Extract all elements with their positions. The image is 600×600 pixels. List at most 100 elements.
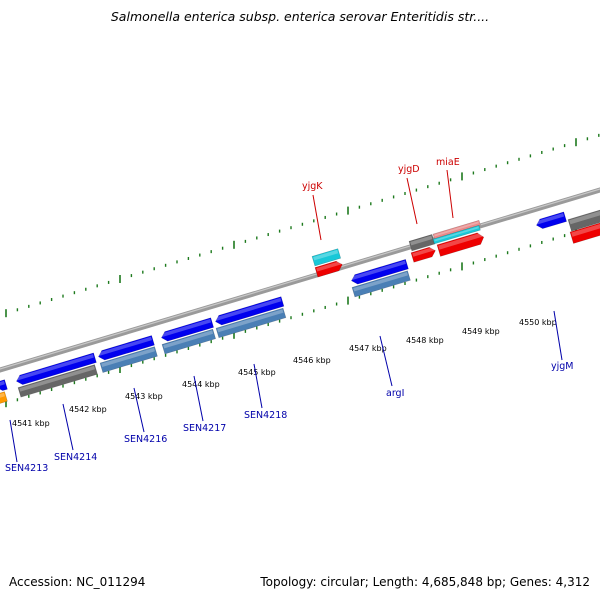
scale-label: 4548 kbp (406, 336, 444, 345)
gene-argi-arrow-shape (351, 259, 409, 285)
cds-miae-top-shape (432, 219, 481, 240)
cds-sen4214-shape (17, 364, 98, 398)
gene-sen4213-arrow-shine (0, 380, 5, 387)
cds-sen4218-shine (217, 309, 284, 333)
cds-argi (351, 270, 411, 298)
gene-label-sen4214: SEN4214 (54, 452, 97, 463)
cds-sen4216-shape (99, 346, 158, 373)
gene-sen4218-arrow-shine (215, 297, 282, 321)
cds-yjgd-shine (410, 235, 433, 246)
scale-label: 4544 kbp (182, 380, 220, 389)
scale-label: 4541 kbp (12, 419, 50, 428)
map-title: Salmonella enterica subsp. enterica sero… (110, 9, 490, 24)
cds-argi-shine (353, 271, 408, 292)
cds-sen4217-shine (163, 330, 214, 349)
cds-right-edge (567, 207, 600, 232)
cds-sen4214-shine (19, 365, 95, 392)
cds-sen4213-shine (0, 392, 5, 399)
backbone-line (0, 187, 600, 373)
gene-miae-arrow (436, 232, 485, 257)
cds-miae-bottom-shape (432, 224, 481, 245)
gene-yjgm-arrow (536, 211, 567, 229)
cds-sen4217 (161, 328, 216, 355)
gene-sen4213-arrow (0, 379, 8, 391)
gene-sen4218-arrow-shape (215, 296, 285, 326)
leader-line (9, 419, 18, 463)
cds-yjgk-shine (313, 249, 339, 261)
gene-sen4214-arrow-shape (16, 352, 97, 385)
cds-sen4218 (215, 307, 287, 339)
leader-line (553, 310, 563, 361)
gene-sen4214-arrow-shine (16, 354, 94, 381)
gene-sen4218-arrow (215, 296, 285, 326)
scale-labels: 4541 kbp 4542 kbp 4543 kbp 4544 kbp 4545 kbp… (12, 318, 557, 428)
cds-sen4213 (0, 391, 8, 405)
cds-miae-top (432, 219, 481, 240)
gene-sen4213-arrow-shape (0, 379, 8, 391)
cds-miae-bottom (432, 224, 481, 245)
gene-sen4216-arrow-shine (98, 336, 152, 356)
gene-label-yjgm: yjgM (551, 361, 574, 372)
cds-sen4213-shape (0, 391, 8, 405)
cds-sen4218-shape (215, 307, 287, 339)
gene-yjgd-arrow-shape (410, 246, 436, 263)
cds-argi-shape (351, 270, 411, 298)
gene-labels: yjgK yjgD miaE SEN4213 SEN4214 SEN4216 SEN4217… (5, 157, 574, 474)
cds-yjgd-shape (408, 234, 436, 252)
cds-miae-bottom-shine (434, 226, 479, 242)
cds-right-edge-shine (569, 209, 600, 225)
cds-yjgk-shape (311, 248, 342, 267)
gene-right-edge-arrow (569, 221, 600, 244)
scale-label: 4546 kbp (293, 356, 331, 365)
leader-line (193, 375, 204, 422)
cds-sen4216 (99, 346, 158, 373)
scale-label: 4549 kbp (462, 327, 500, 336)
leader-line (312, 194, 322, 241)
leader-line (446, 169, 454, 219)
gene-sen4217-arrow-shine (161, 319, 212, 338)
gene-yjgk-arrow-shape (314, 260, 343, 278)
scale-label: 4550 kbp (519, 318, 557, 327)
gene-label-sen4217: SEN4217 (183, 423, 226, 434)
scale-label: 4542 kbp (69, 405, 107, 414)
gene-label-sen4218: SEN4218 (244, 410, 287, 421)
cds-sen4216-shine (101, 347, 155, 368)
leader-line (379, 335, 393, 387)
gene-miae-arrow-shape (436, 232, 485, 257)
gene-yjgd-arrow-shine (412, 247, 435, 257)
gene-features (0, 207, 600, 405)
gene-label-yjgd: yjgD (398, 164, 420, 175)
backbone-highlight (0, 188, 600, 370)
gene-yjgm-arrow-shape (536, 211, 567, 229)
cds-sen4217-shape (161, 328, 216, 355)
scale-label: 4543 kbp (125, 392, 163, 401)
cds-miae-top-shine (434, 221, 479, 237)
gene-yjgk-arrow (314, 260, 343, 278)
gene-sen4214-arrow (16, 352, 97, 385)
lower-tick-track (5, 223, 600, 408)
scale-label: 4545 kbp (238, 368, 276, 377)
cds-yjgk (311, 248, 342, 267)
gene-argi-arrow (351, 259, 409, 285)
gene-sen4217-arrow (161, 317, 214, 342)
gene-right-edge-arrow-shape (569, 221, 600, 244)
leader-line (62, 403, 74, 451)
gene-miae-arrow-shine (438, 232, 483, 250)
gene-label-yjgk: yjgK (302, 181, 323, 192)
genome-backbone (0, 187, 600, 373)
gene-sen4216-arrow (98, 335, 155, 361)
gene-yjgd-arrow (410, 246, 436, 263)
gene-yjgk-arrow-shine (316, 260, 342, 272)
gene-right-edge-arrow-shine (571, 221, 600, 237)
cds-right-edge-shape (567, 207, 600, 232)
accession-text: Accession: NC_011294 (9, 575, 146, 589)
topology-text: Topology: circular; Length: 4,685,848 bp… (260, 575, 590, 589)
scale-label: 4547 kbp (349, 344, 387, 353)
gene-sen4216-arrow-shape (98, 335, 155, 361)
gene-label-argi: argI (386, 388, 404, 399)
gene-label-sen4216: SEN4216 (124, 434, 167, 445)
leader-line (253, 363, 263, 409)
gene-sen4217-arrow-shape (161, 317, 214, 342)
cds-yjgd (408, 234, 436, 252)
